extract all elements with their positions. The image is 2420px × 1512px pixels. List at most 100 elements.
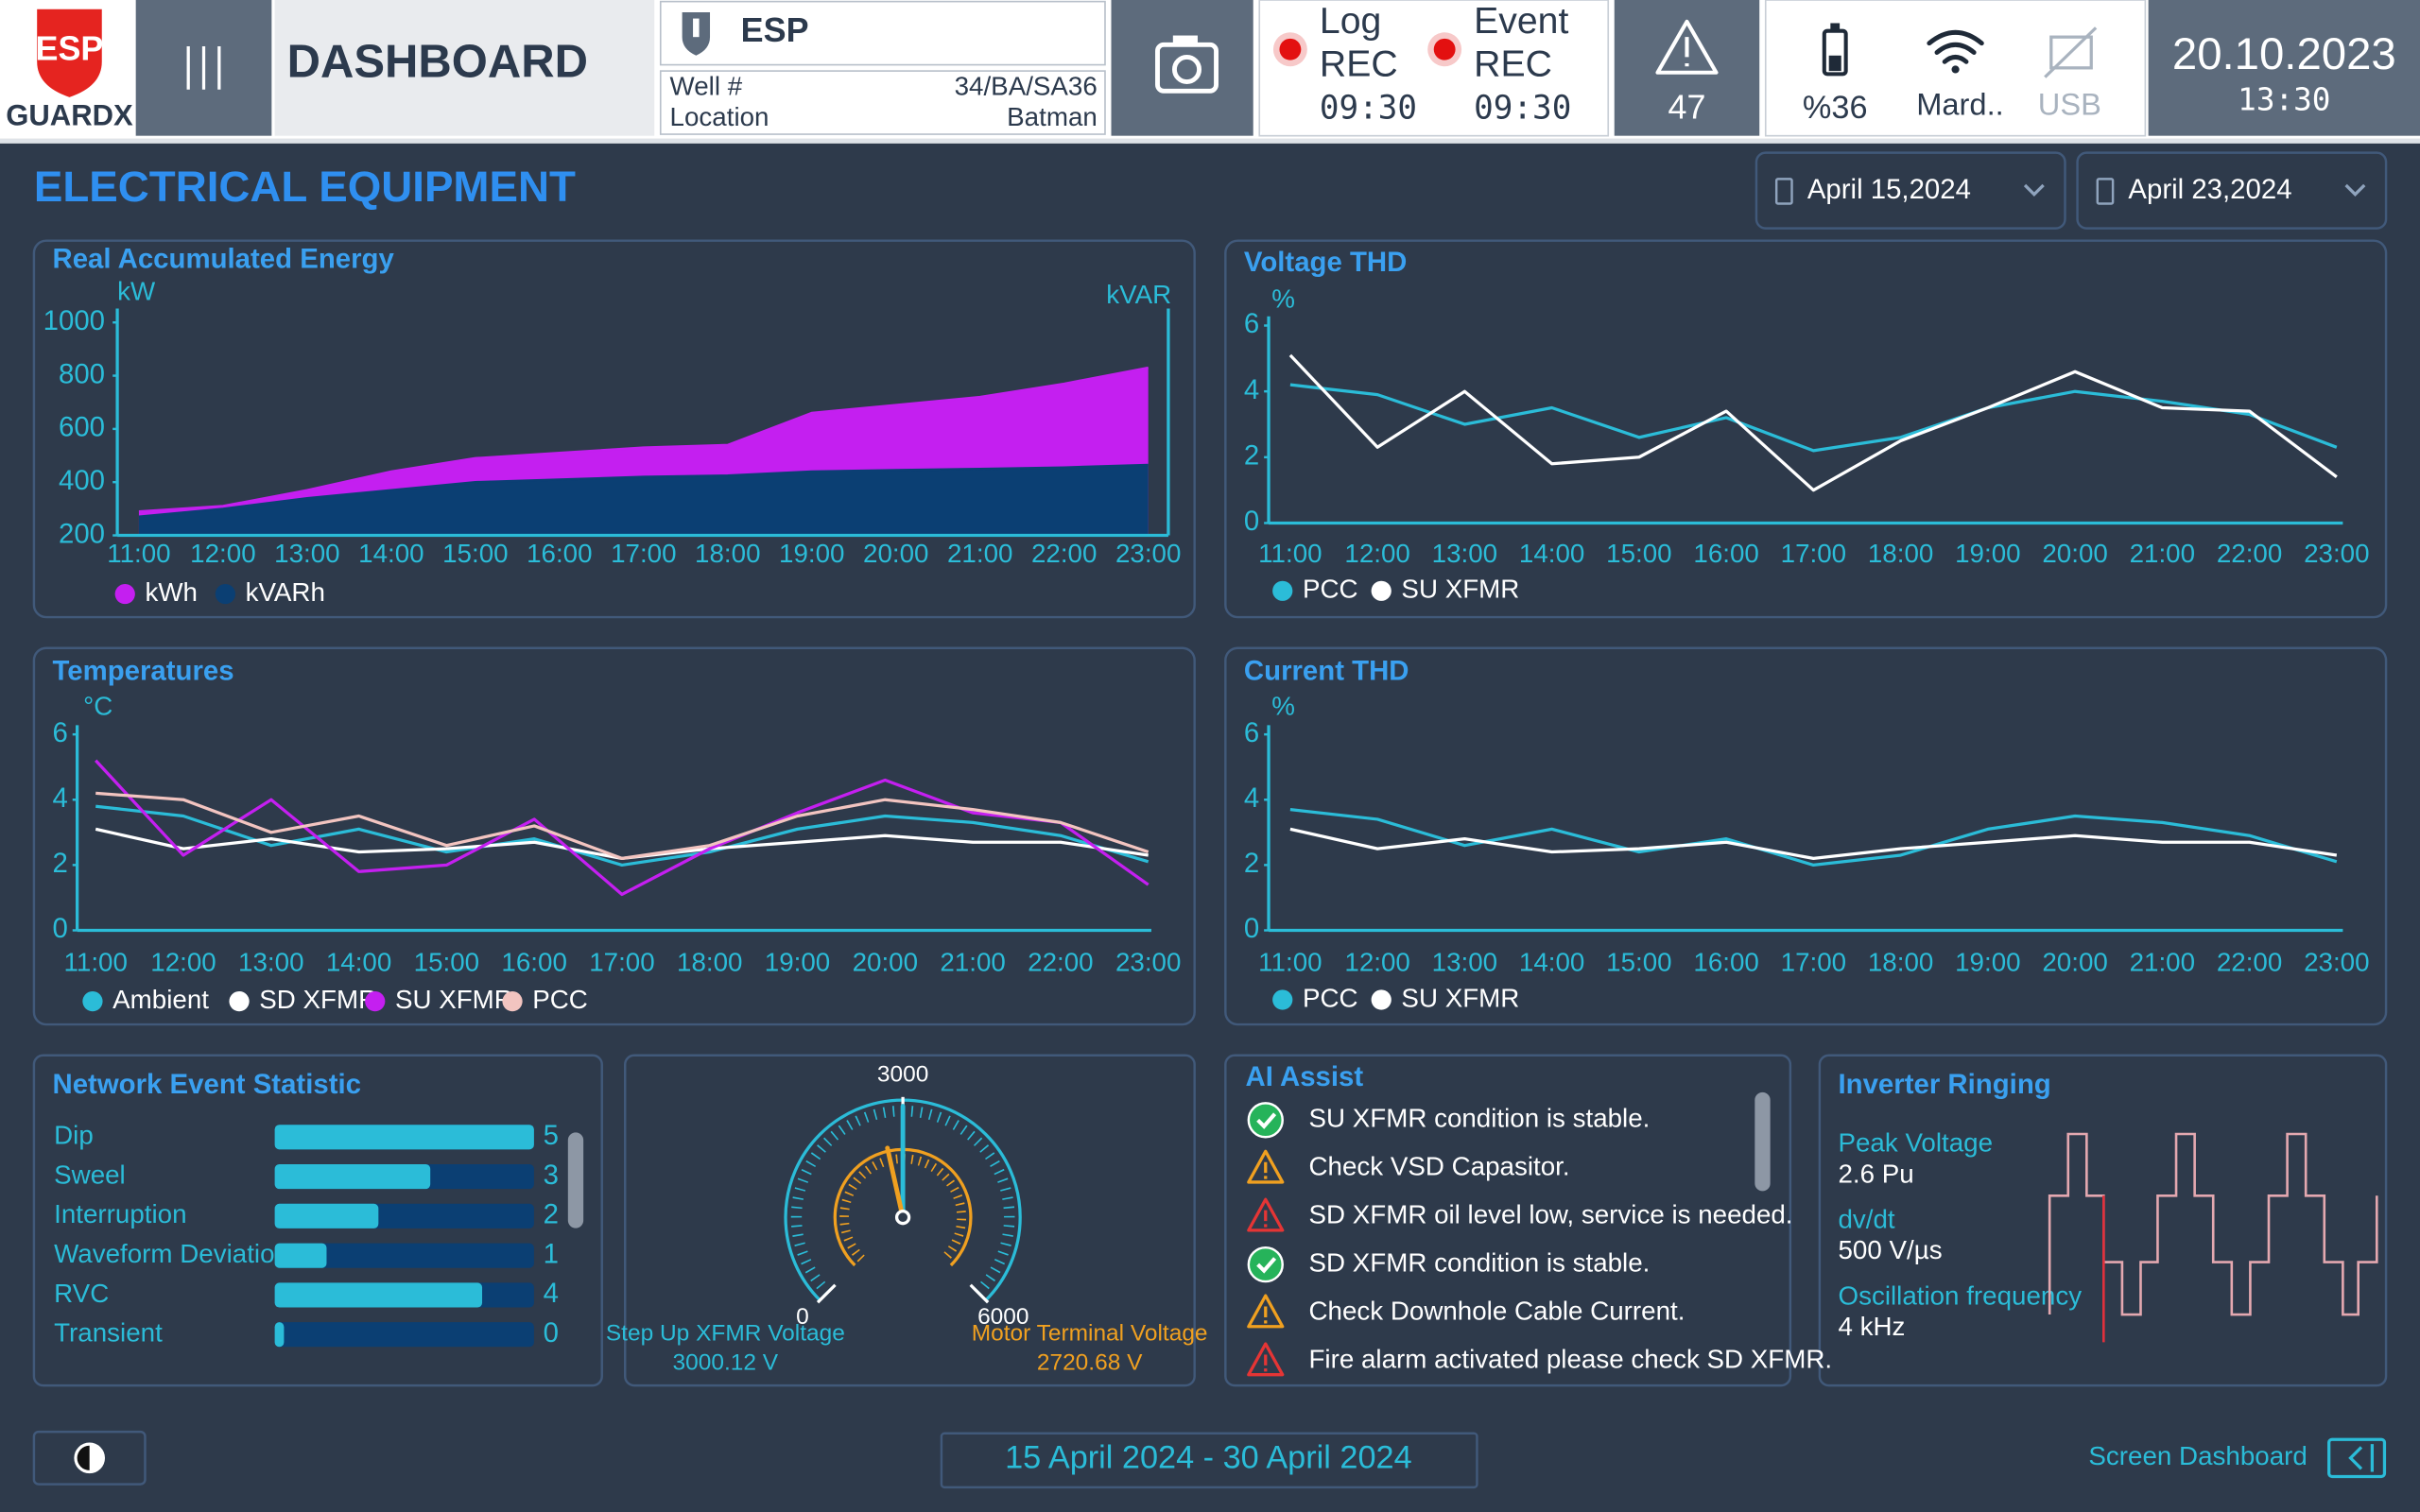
area-line [138,366,1149,513]
category-label: RVC [54,1279,109,1308]
y-tick-label: 200 [59,518,105,549]
y-tick-label: 1000 [43,305,105,336]
y-tick-label: 4 [1244,782,1259,814]
gauge-tick [969,1283,990,1304]
log-status: REC [1320,44,1398,85]
calendar-icon [2096,178,2115,205]
well-label: Well # [670,71,743,100]
category-label: Dip [54,1121,94,1150]
y-tick-label: 800 [59,358,105,389]
calendar-icon [1774,178,1793,205]
legend-label: Ambient [112,985,209,1014]
x-tick-label: 20:00 [2042,539,2107,568]
value-label: 1 [544,1238,559,1269]
link-icon-mark [2348,1444,2375,1472]
x-tick-label: 15:00 [1606,539,1671,568]
ai-message: Fire alarm activated please check SD XFM… [1308,1344,1832,1373]
x-tick-label: 15:00 [442,539,508,568]
x-tick-label: 19:00 [1955,948,2020,977]
legend-swatch [1371,989,1392,1010]
x-tick-label: 21:00 [2130,948,2195,977]
gauge-tick-label: 0 [796,1304,809,1330]
legend-swatch [1371,580,1392,601]
x-tick-label: 20:00 [2042,948,2107,977]
theme-toggle[interactable] [32,1430,147,1486]
header-border [0,138,2420,144]
x-tick-label: 21:00 [2130,539,2195,568]
date-from-picker[interactable]: April 15,2024 [1754,151,2066,230]
x-tick-label: 16:00 [1693,539,1758,568]
bar-stub [274,1322,285,1348]
category-label: Transient [54,1318,163,1348]
metric-value: 2.6 Pu [1838,1159,1913,1188]
x-tick-label: 12:00 [1344,948,1409,977]
legend-label: SU XFMR [395,985,513,1014]
event-time: 09:30 [1474,89,1571,127]
x-tick-label: 14:00 [326,948,391,977]
chevron [2023,183,2045,198]
x-tick-label: 15:00 [1606,948,1671,977]
logo-bottom: GUARDX [6,98,133,131]
usb-text: USB [2038,86,2101,121]
date-to: April 23,2024 [2128,174,2291,205]
gauge-tick-label: 6000 [977,1304,1028,1330]
battery-text: %36 [1803,90,1868,126]
scrollbar[interactable] [1754,1091,1771,1192]
area-fill [138,464,1149,536]
camera-lens [1172,54,1202,84]
header-time: 13:30 [2238,82,2330,118]
camera-box [1111,0,1253,136]
log-time: 09:30 [1320,89,1417,127]
x-tick-label: 18:00 [695,539,760,568]
date-to-picker[interactable]: April 23,2024 [2076,151,2388,230]
x-tick-label: 23:00 [1115,948,1181,977]
screen-dashboard-link[interactable]: Screen Dashboard [2088,1437,2387,1479]
camera-icon-top [1172,35,1198,46]
usb-strike [2044,26,2098,78]
device-name: ESP [741,10,809,49]
status-warning-icon [1247,1149,1285,1184]
x-tick-label: 18:00 [677,948,742,977]
chart-title: Real Accumulated Energy [53,244,395,275]
link-icon [2327,1437,2387,1479]
gauge-value-label: 2720.68 V [1037,1350,1143,1376]
usb-icon [2049,35,2093,70]
gauge-needle [885,1145,906,1220]
chart-title: Network Event Statistic [53,1069,361,1100]
gauge-value-label: 3000.12 V [673,1350,779,1376]
location-value: Batman [1007,102,1098,131]
battery-level [1828,55,1841,72]
scrollbar[interactable] [567,1132,584,1228]
x-tick-label: 22:00 [2217,539,2282,568]
x-tick-label: 11:00 [1258,948,1322,977]
date-from-box [1754,151,2066,230]
log-dot [1279,38,1302,60]
series-line [95,804,1150,868]
x-tick-label: 21:00 [947,539,1012,568]
x-tick-label: 13:00 [274,539,339,568]
y-axis-label: kW [117,277,156,306]
camera-button[interactable] [1111,0,1253,136]
ai-items: SU XFMR condition is stable. Check VSD Ca… [1247,1102,1832,1377]
x-tick-label: 21:00 [940,948,1005,977]
gauge-tick [816,1283,837,1304]
battery-cap [1830,23,1841,30]
x-tick-label: 17:00 [1781,948,1846,977]
date-to-box [2076,151,2388,230]
x-tick-label: 17:00 [589,948,654,977]
panel [1224,1054,1792,1387]
ai-message: SD XFMR condition is stable. [1308,1247,1650,1277]
logo[interactable]: ESP GUARDX [0,0,133,136]
category-label: Sweel [54,1160,126,1189]
x-tick-label: 19:00 [765,948,830,977]
alerts-button[interactable]: 47 [1614,0,1760,136]
menu-button[interactable] [135,0,272,136]
y-axis-label: % [1271,692,1295,721]
device-box [659,0,1106,66]
bar [274,1125,534,1150]
y-tick-label: 0 [52,913,67,944]
legend-swatch [82,990,103,1012]
x-tick-label: 15:00 [414,948,479,977]
area-line [138,463,1149,518]
